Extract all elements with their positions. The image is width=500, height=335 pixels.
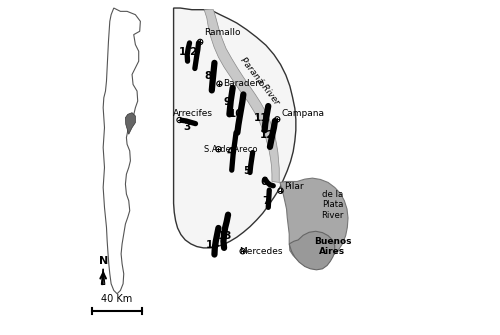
Text: Campana: Campana [282, 109, 325, 118]
Text: Pilar: Pilar [284, 183, 304, 191]
Polygon shape [103, 269, 105, 284]
Polygon shape [102, 269, 103, 284]
Text: 7: 7 [262, 196, 270, 206]
Text: Paraná River: Paraná River [238, 56, 282, 107]
Polygon shape [289, 231, 335, 270]
Text: 5: 5 [243, 166, 250, 176]
Text: Baradero: Baradero [224, 79, 264, 88]
Text: Mercedes: Mercedes [240, 247, 283, 256]
Text: 2: 2 [189, 47, 196, 57]
Text: 11: 11 [254, 113, 268, 123]
Text: Buenos
Aires: Buenos Aires [314, 237, 351, 256]
Text: 12: 12 [260, 130, 274, 140]
Text: 6: 6 [260, 178, 268, 188]
Polygon shape [204, 10, 279, 183]
Polygon shape [280, 178, 348, 263]
Text: 40 Km: 40 Km [102, 294, 132, 305]
Text: 8: 8 [205, 71, 212, 81]
Text: 9: 9 [223, 97, 230, 107]
Text: N: N [98, 256, 108, 266]
Polygon shape [174, 8, 296, 248]
Text: de la
Plata
River: de la Plata River [321, 190, 344, 220]
Polygon shape [103, 8, 141, 294]
Text: 13: 13 [218, 230, 232, 241]
Text: 4: 4 [226, 146, 234, 156]
Text: 3: 3 [184, 122, 190, 132]
Text: 10: 10 [229, 109, 244, 119]
Text: S.A.de Areco: S.A.de Areco [204, 144, 258, 153]
Text: Ramallo: Ramallo [204, 28, 240, 37]
Polygon shape [126, 113, 136, 134]
Text: Arrecifes: Arrecifes [173, 109, 213, 118]
Text: 14: 14 [206, 240, 220, 250]
Text: 1: 1 [180, 47, 186, 57]
